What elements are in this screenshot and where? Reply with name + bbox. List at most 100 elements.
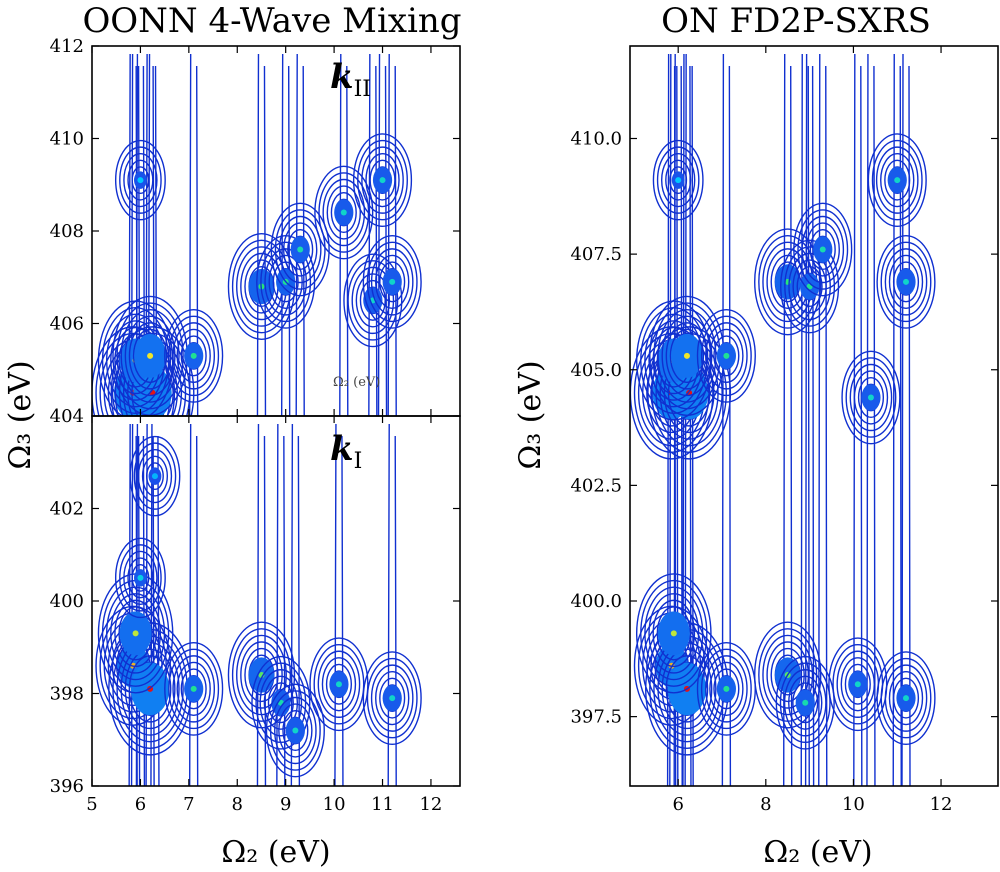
contour-ring bbox=[118, 606, 153, 661]
contour-ring bbox=[119, 146, 162, 214]
contour-ring bbox=[260, 241, 312, 323]
contour-ring bbox=[231, 628, 292, 722]
contour-ring bbox=[240, 641, 283, 709]
contour-ring bbox=[283, 222, 318, 277]
right-xlabel: Ω₂ (eV) bbox=[763, 835, 872, 870]
peak-center bbox=[190, 685, 197, 692]
contour-ring bbox=[379, 677, 406, 719]
contour-ring bbox=[265, 683, 325, 778]
y-tick-label: 400 bbox=[50, 591, 84, 612]
contour-ring bbox=[370, 664, 414, 732]
contour-ring bbox=[375, 254, 410, 309]
contour-ring bbox=[321, 657, 357, 712]
x-tick-label: 6 bbox=[672, 794, 683, 815]
contour-ring bbox=[110, 326, 195, 416]
contour-ring bbox=[251, 655, 311, 750]
contour-ring bbox=[369, 159, 396, 201]
contour-ring bbox=[172, 655, 216, 723]
contour-ring bbox=[267, 682, 294, 724]
contour-ring bbox=[880, 153, 915, 208]
contour-ring bbox=[849, 363, 893, 432]
panel-label-kI: kI bbox=[330, 429, 362, 474]
contour-ring bbox=[176, 328, 211, 383]
contour-ring bbox=[713, 335, 740, 377]
contour-ring bbox=[110, 593, 162, 674]
left-xlabel: Ω₂ (eV) bbox=[221, 835, 330, 870]
contour-ring bbox=[123, 153, 158, 208]
contour-streak bbox=[377, 53, 388, 416]
contour-ring bbox=[652, 139, 704, 221]
y-tick-label: 402.5 bbox=[570, 475, 622, 496]
contour-ring bbox=[287, 228, 314, 270]
contour-ring bbox=[131, 563, 150, 592]
peak-center bbox=[190, 352, 197, 359]
contour-ring bbox=[797, 209, 849, 290]
contour-ring bbox=[180, 335, 207, 377]
contour-ring bbox=[844, 663, 871, 705]
x-tick-label: 7 bbox=[183, 794, 194, 815]
contour-ring bbox=[665, 322, 709, 390]
contour-layer bbox=[630, 53, 936, 786]
contour-ring bbox=[116, 302, 184, 410]
peak-center bbox=[854, 681, 861, 688]
panel-fd2p-sxrs: 6 8 10 12 397.5 400.0 402.5 405.0 407.5 410.0 bbox=[570, 45, 999, 815]
contour-ring bbox=[168, 315, 220, 397]
contour-ring bbox=[809, 228, 836, 270]
x-tick-label: 8 bbox=[232, 794, 243, 815]
contour-ring bbox=[168, 648, 220, 730]
contour-ring bbox=[661, 315, 713, 397]
y-tick-label: 396 bbox=[50, 776, 84, 797]
contour-ring bbox=[270, 202, 330, 297]
contour-ring bbox=[857, 377, 885, 419]
contour-ring bbox=[705, 655, 748, 723]
contour-ring bbox=[784, 246, 836, 327]
y-tick-label: 400.0 bbox=[570, 591, 622, 612]
contour-ring bbox=[770, 647, 805, 703]
peak-center bbox=[670, 630, 677, 637]
contour-ring bbox=[669, 166, 688, 195]
contour-ring bbox=[779, 662, 831, 744]
contour-ring bbox=[762, 634, 814, 716]
y-tick-label: 407.5 bbox=[570, 244, 622, 265]
contour-ring bbox=[352, 133, 413, 228]
panel-kII: 404 406 408 410 412 bbox=[50, 36, 461, 427]
contour-ring bbox=[652, 599, 696, 668]
contour-ring bbox=[754, 621, 822, 729]
left-ylabel: Ω₃ (eV) bbox=[3, 360, 38, 469]
contour-ring bbox=[788, 675, 823, 730]
peak-center bbox=[137, 574, 144, 581]
contour-ring bbox=[840, 657, 876, 712]
x-tick-label: 5 bbox=[86, 794, 97, 815]
contour-streak bbox=[818, 53, 828, 786]
peak-center bbox=[867, 394, 874, 401]
contour-ring bbox=[871, 139, 923, 221]
contour-ring bbox=[379, 261, 406, 303]
x-tick-label: 6 bbox=[135, 794, 146, 815]
contour-streak bbox=[295, 53, 305, 416]
contour-ring bbox=[709, 328, 744, 383]
contour-ring bbox=[326, 185, 361, 240]
contour-ring bbox=[244, 647, 279, 703]
panel-label-kII: kII bbox=[330, 57, 371, 102]
contour-streak bbox=[276, 423, 286, 786]
contour-ring bbox=[317, 650, 361, 718]
contour-ring bbox=[845, 357, 897, 438]
contour-ring bbox=[892, 261, 920, 303]
contour-ring bbox=[853, 370, 889, 425]
y-tick-label: 406 bbox=[50, 314, 84, 335]
contour-ring bbox=[359, 279, 386, 321]
contour-ring bbox=[128, 322, 172, 390]
contour-ring bbox=[141, 455, 169, 497]
x-tick-label: 10 bbox=[323, 794, 346, 815]
y-tick-label: 402 bbox=[50, 499, 84, 520]
contour-streak bbox=[334, 423, 344, 786]
contour-ring bbox=[357, 139, 408, 221]
contour-ring bbox=[792, 259, 827, 314]
contour-ring bbox=[124, 315, 176, 397]
contour-ring bbox=[696, 308, 756, 403]
contour-ring bbox=[180, 668, 207, 710]
contour-ring bbox=[880, 241, 932, 323]
peak-center bbox=[132, 630, 139, 637]
peak-center bbox=[379, 177, 386, 184]
contour-ring bbox=[801, 215, 845, 284]
